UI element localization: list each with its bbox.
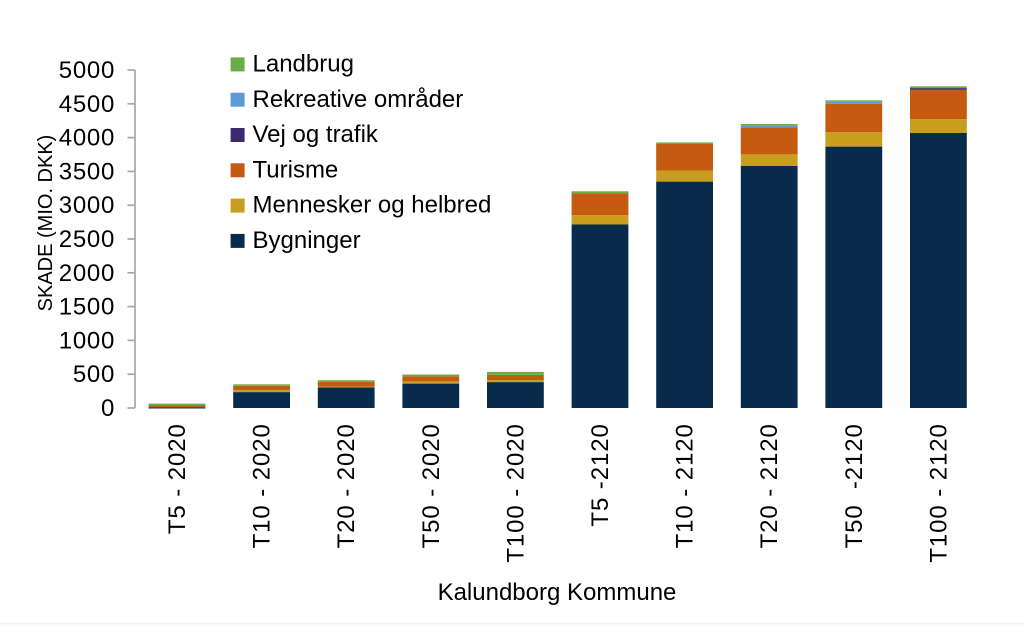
svg-text:0: 0 bbox=[101, 395, 115, 422]
svg-text:T5 -2120: T5 -2120 bbox=[587, 423, 614, 526]
svg-text:2500: 2500 bbox=[59, 226, 115, 253]
svg-text:1000: 1000 bbox=[59, 327, 115, 354]
svg-text:5000: 5000 bbox=[59, 57, 115, 84]
svg-text:1500: 1500 bbox=[59, 294, 115, 321]
svg-text:Bygninger: Bygninger bbox=[253, 227, 361, 254]
svg-text:500: 500 bbox=[73, 361, 115, 388]
svg-text:T20 - 2020: T20 - 2020 bbox=[333, 423, 360, 548]
svg-text:Turisme: Turisme bbox=[253, 156, 339, 183]
svg-text:SKADE (MIO. DKK): SKADE (MIO. DKK) bbox=[35, 135, 57, 312]
svg-text:T100 - 2120: T100 - 2120 bbox=[925, 423, 952, 562]
svg-text:4000: 4000 bbox=[59, 125, 115, 152]
svg-text:Mennesker og helbred: Mennesker og helbred bbox=[253, 192, 492, 219]
svg-text:T10 - 2120: T10 - 2120 bbox=[672, 423, 699, 548]
svg-text:T100 - 2020: T100 - 2020 bbox=[502, 423, 529, 562]
svg-text:Kalundborg Kommune: Kalundborg Kommune bbox=[438, 579, 677, 606]
svg-text:4500: 4500 bbox=[59, 91, 115, 118]
svg-text:Vej og trafik: Vej og trafik bbox=[253, 121, 379, 148]
svg-text:2000: 2000 bbox=[59, 260, 115, 287]
svg-text:T50 -2120: T50 -2120 bbox=[841, 423, 868, 548]
svg-text:T10 - 2020: T10 - 2020 bbox=[249, 423, 276, 548]
svg-text:3000: 3000 bbox=[59, 192, 115, 219]
svg-text:T50 - 2020: T50 - 2020 bbox=[418, 423, 445, 548]
svg-text:T5 - 2020: T5 - 2020 bbox=[164, 423, 191, 534]
svg-text:Landbrug: Landbrug bbox=[253, 51, 354, 78]
svg-text:3500: 3500 bbox=[59, 158, 115, 185]
svg-text:Rekreative områder: Rekreative områder bbox=[253, 86, 464, 113]
svg-text:T20 - 2120: T20 - 2120 bbox=[756, 423, 783, 548]
